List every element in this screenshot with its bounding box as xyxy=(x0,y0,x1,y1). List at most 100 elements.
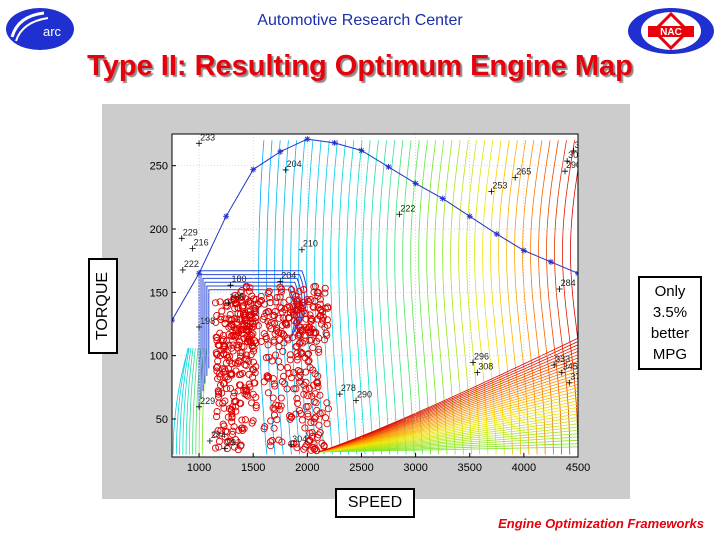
x-tick-label: 2500 xyxy=(349,462,373,474)
contour-label-marker xyxy=(551,362,558,368)
operating-point xyxy=(295,340,303,348)
operating-point xyxy=(215,390,223,398)
contour-label-marker xyxy=(396,211,403,218)
operating-point xyxy=(231,359,239,367)
operating-point xyxy=(225,353,234,361)
efficiency-contour xyxy=(490,140,505,455)
contour-label: 222 xyxy=(184,259,199,269)
operating-point xyxy=(230,423,238,431)
operating-point xyxy=(215,370,223,378)
contour-label: 229 xyxy=(200,396,215,406)
operating-point xyxy=(280,372,288,380)
yaxis-label-box: TORQUE xyxy=(88,258,118,354)
operating-point xyxy=(299,301,307,310)
operating-point xyxy=(221,315,229,323)
operating-point xyxy=(298,349,306,357)
operating-point xyxy=(287,286,296,294)
operating-point xyxy=(300,390,308,398)
operating-point xyxy=(293,356,301,364)
operating-point xyxy=(252,339,260,347)
operating-point xyxy=(270,380,278,388)
operating-point xyxy=(244,308,252,316)
x-tick-label: 1500 xyxy=(241,462,265,474)
operating-point xyxy=(293,353,302,361)
contour-label: 233 xyxy=(200,132,215,142)
contour-label-marker xyxy=(556,286,563,292)
operating-point xyxy=(310,288,318,296)
operating-point xyxy=(235,371,243,379)
operating-point xyxy=(310,418,318,426)
efficiency-contour xyxy=(318,377,578,453)
contour-label-marker xyxy=(562,168,569,175)
operating-point xyxy=(294,296,302,304)
efficiency-contour xyxy=(538,140,554,455)
operating-point xyxy=(316,391,324,399)
efficiency-contour xyxy=(554,140,571,455)
operating-point xyxy=(261,423,269,431)
efficiency-contour xyxy=(386,140,399,455)
contour-label: 198 xyxy=(200,316,215,326)
operating-point xyxy=(310,415,319,423)
efficiency-contour xyxy=(318,443,578,453)
operating-point xyxy=(314,383,322,391)
plot-panel: 233 204 222 253 265 31 300 290 229 216 222 210 180 20… xyxy=(102,104,630,499)
curve-marker xyxy=(493,231,500,238)
operating-point xyxy=(279,347,287,355)
operating-point xyxy=(311,390,319,398)
curve-marker xyxy=(520,247,527,254)
operating-point xyxy=(239,330,247,338)
operating-point xyxy=(214,375,222,383)
operating-point xyxy=(246,323,254,331)
y-tick-label: 150 xyxy=(150,287,168,299)
curve-marker xyxy=(304,136,311,143)
operating-point xyxy=(299,339,307,347)
operating-point xyxy=(234,446,242,454)
operating-point xyxy=(223,438,231,446)
operating-point xyxy=(309,366,317,374)
contour-label-marker xyxy=(222,445,229,452)
contour-label-marker xyxy=(288,441,295,448)
contour-label: 186 xyxy=(229,292,244,302)
operating-point xyxy=(313,315,322,323)
operating-point xyxy=(303,440,311,449)
curve-marker xyxy=(196,270,203,277)
operating-point xyxy=(220,368,228,376)
operating-point xyxy=(234,333,242,341)
x-tick-label: 4500 xyxy=(566,462,590,474)
operating-point xyxy=(266,438,275,446)
operating-point xyxy=(271,405,279,413)
operating-point xyxy=(304,392,312,400)
efficiency-contour xyxy=(514,140,530,455)
operating-point xyxy=(297,326,305,334)
operating-point xyxy=(230,392,238,400)
operating-point xyxy=(213,407,221,416)
contour-label: 216 xyxy=(194,237,209,247)
contour-label: 284 xyxy=(211,430,226,440)
operating-point xyxy=(316,410,324,418)
operating-point xyxy=(214,357,222,365)
operating-point xyxy=(266,294,274,302)
operating-point xyxy=(219,399,227,407)
efficiency-contour xyxy=(172,347,189,455)
operating-point xyxy=(230,323,238,331)
operating-point xyxy=(320,441,328,450)
contour-label: 333 xyxy=(555,354,570,364)
operating-point xyxy=(282,320,290,328)
operating-point xyxy=(241,416,249,424)
operating-point xyxy=(211,299,220,307)
curve-marker xyxy=(331,139,338,146)
efficiency-contour xyxy=(466,140,481,455)
efficiency-contour xyxy=(506,140,522,455)
note-line: MPG xyxy=(652,346,688,363)
operating-point xyxy=(241,384,249,392)
efficiency-contour xyxy=(378,140,391,455)
x-tick-label: 2000 xyxy=(295,462,319,474)
operating-point xyxy=(232,299,240,307)
operating-point xyxy=(276,293,284,301)
yaxis-label: TORQUE xyxy=(94,271,111,341)
efficiency-contour xyxy=(182,348,192,455)
operating-point xyxy=(215,437,223,445)
operating-point xyxy=(240,312,248,320)
efficiency-contour xyxy=(198,348,204,455)
contour-label: 290 xyxy=(357,389,372,399)
